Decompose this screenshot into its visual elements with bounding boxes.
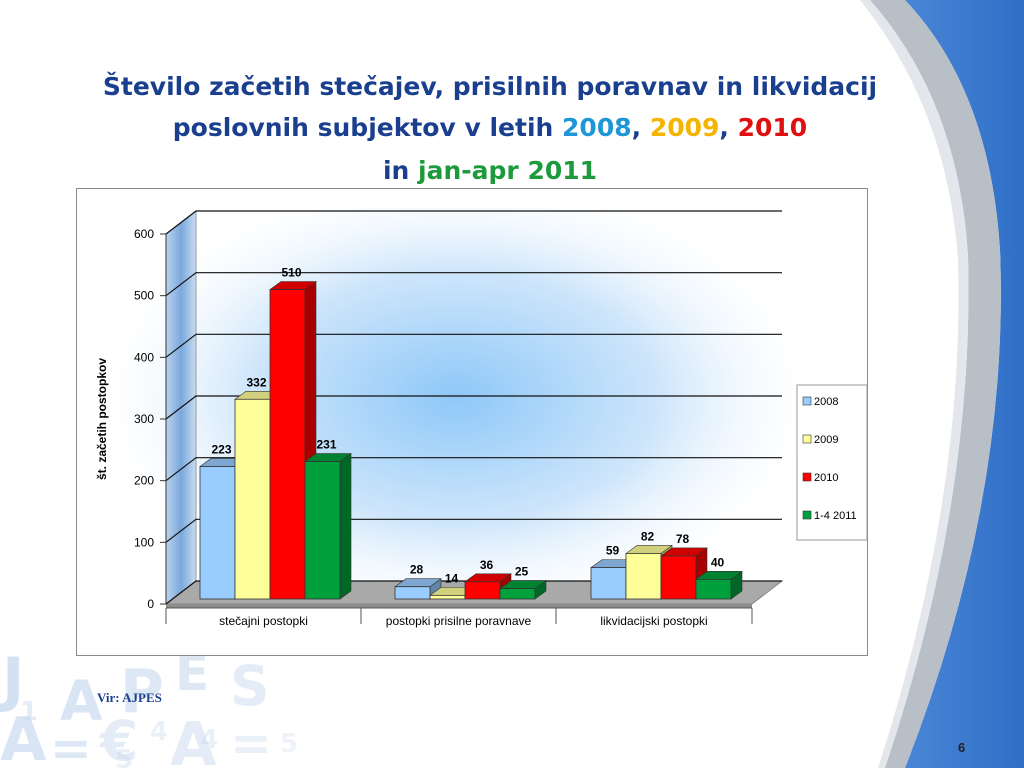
bar [590, 567, 627, 600]
gridline [165, 457, 782, 482]
bar [199, 466, 236, 600]
svg-text:€: € [98, 709, 138, 768]
x-category-label: stečajni postopki [219, 614, 308, 628]
bar [625, 553, 662, 600]
y-tick-label: 0 [147, 597, 154, 611]
title-year-2010: 2010 [737, 113, 808, 142]
bar [234, 398, 271, 600]
data-label: 36 [480, 558, 494, 572]
bar [695, 578, 732, 600]
title-year-2009: 2009 [649, 113, 720, 142]
svg-text:A: A [0, 705, 47, 768]
legend-swatch [802, 434, 812, 444]
svg-text:4: 4 [200, 725, 218, 755]
y-axis-label: št. začetih postopkov [95, 358, 109, 480]
page-number: 6 [958, 740, 966, 755]
title-separator: , [631, 113, 650, 142]
gridline [165, 395, 782, 420]
legend-label: 1-4 2011 [814, 510, 857, 522]
y-tick-label: 600 [134, 227, 154, 241]
legend-swatch [802, 472, 812, 482]
data-label: 14 [445, 571, 459, 585]
data-label: 82 [641, 529, 655, 543]
title-year-2008: 2008 [562, 113, 632, 142]
data-label: 40 [711, 555, 725, 569]
data-label: 510 [281, 266, 301, 280]
legend-label: 2008 [814, 396, 838, 408]
bar [269, 289, 306, 600]
gridline [165, 333, 782, 358]
slide-title-line-1: Število začetih stečajev, prisilnih pora… [102, 72, 878, 101]
bar [464, 581, 501, 600]
title-period-2011: jan-apr 2011 [418, 156, 598, 185]
legend-swatch [802, 510, 812, 520]
svg-text:=: = [230, 714, 272, 768]
legend-label: 2009 [814, 434, 838, 446]
y-tick-label: 300 [134, 412, 154, 426]
svg-text:4: 4 [150, 717, 168, 747]
y-tick-label: 200 [134, 474, 154, 488]
gridline [165, 210, 782, 235]
bar [429, 594, 466, 600]
bar [394, 586, 431, 600]
y-tick-label: 400 [134, 350, 154, 364]
gridline [165, 518, 782, 543]
gridline [165, 272, 782, 297]
legend-label: 2010 [814, 472, 838, 484]
svg-text:J: J [0, 645, 24, 715]
source-note: Vir: AJPES [97, 690, 162, 705]
svg-text:5: 5 [280, 729, 298, 759]
bar-chart: 0 100 200 300 400 500 600 št. začetih postopkov… [95, 208, 868, 628]
title-separator: , [719, 113, 738, 142]
bar [304, 461, 341, 600]
svg-text:=: = [50, 719, 92, 768]
gridline [165, 580, 782, 605]
ajpes-watermark-logo: J A P E S A = € A = 1 4 4 5 5 [0, 644, 298, 768]
svg-text:A: A [60, 669, 103, 733]
svg-text:5: 5 [115, 745, 133, 768]
data-label: 78 [676, 532, 690, 546]
corner-swoosh-gray [870, 0, 1001, 768]
data-label: 332 [246, 375, 266, 389]
x-category-label: likvidacijski postopki [600, 614, 707, 628]
bar [660, 555, 697, 600]
bar-side [339, 452, 352, 600]
svg-text:P: P [120, 657, 164, 727]
floor-edge [166, 604, 752, 608]
svg-text:A: A [170, 710, 217, 768]
svg-text:1: 1 [20, 697, 38, 727]
data-label: 231 [316, 438, 336, 452]
y-tick-label: 100 [134, 535, 154, 549]
title-years-prefix: poslovnih subjektov v letih [172, 113, 563, 142]
bar [499, 588, 536, 600]
legend-swatch [802, 396, 812, 406]
data-label: 25 [515, 565, 529, 579]
slide-title-line-3: in jan-apr 2011 [0, 156, 980, 185]
data-label: 223 [211, 442, 231, 456]
x-category-label: postopki prisilne poravnave [386, 614, 532, 628]
svg-text:S: S [230, 654, 270, 718]
title-in-prefix: in [382, 156, 419, 185]
slide-title-line-2: poslovnih subjektov v letih 2008, 2009, … [0, 113, 980, 142]
data-label: 59 [606, 544, 620, 558]
y-tick-label: 500 [134, 289, 154, 303]
data-label: 28 [410, 563, 424, 577]
corner-swoosh-blue [905, 0, 1024, 768]
